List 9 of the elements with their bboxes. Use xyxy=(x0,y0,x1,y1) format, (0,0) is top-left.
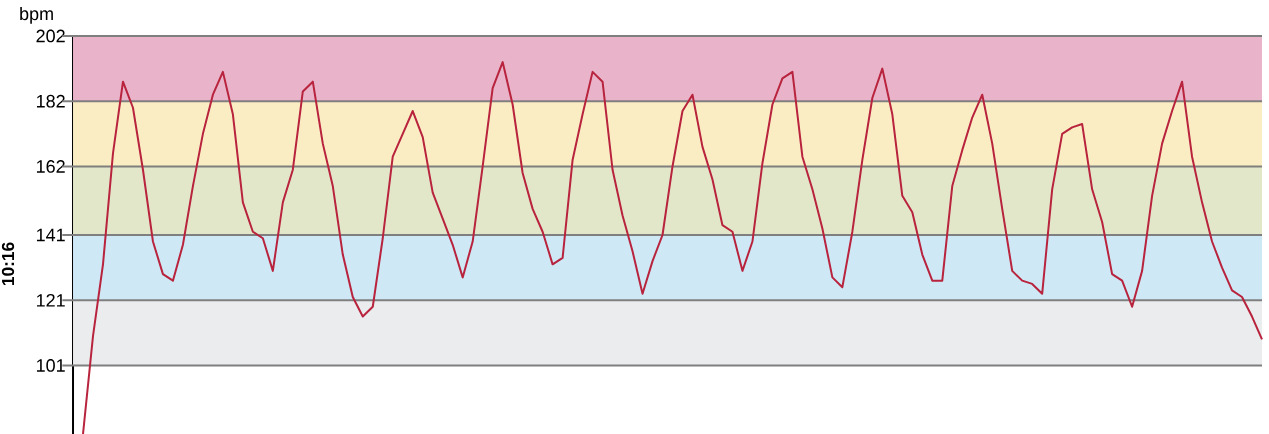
y-tick-label: 121 xyxy=(36,293,65,307)
line-series xyxy=(82,61,1263,434)
y-tick-label: 202 xyxy=(36,29,65,43)
y-tick-label: 162 xyxy=(36,160,65,173)
y-axis-title: bpm xyxy=(20,6,53,24)
y-tick-label: 141 xyxy=(36,228,65,242)
y-tick-label: 182 xyxy=(36,94,65,108)
y-tick-label: 101 xyxy=(36,359,65,372)
text: 10:16 xyxy=(1,242,15,286)
